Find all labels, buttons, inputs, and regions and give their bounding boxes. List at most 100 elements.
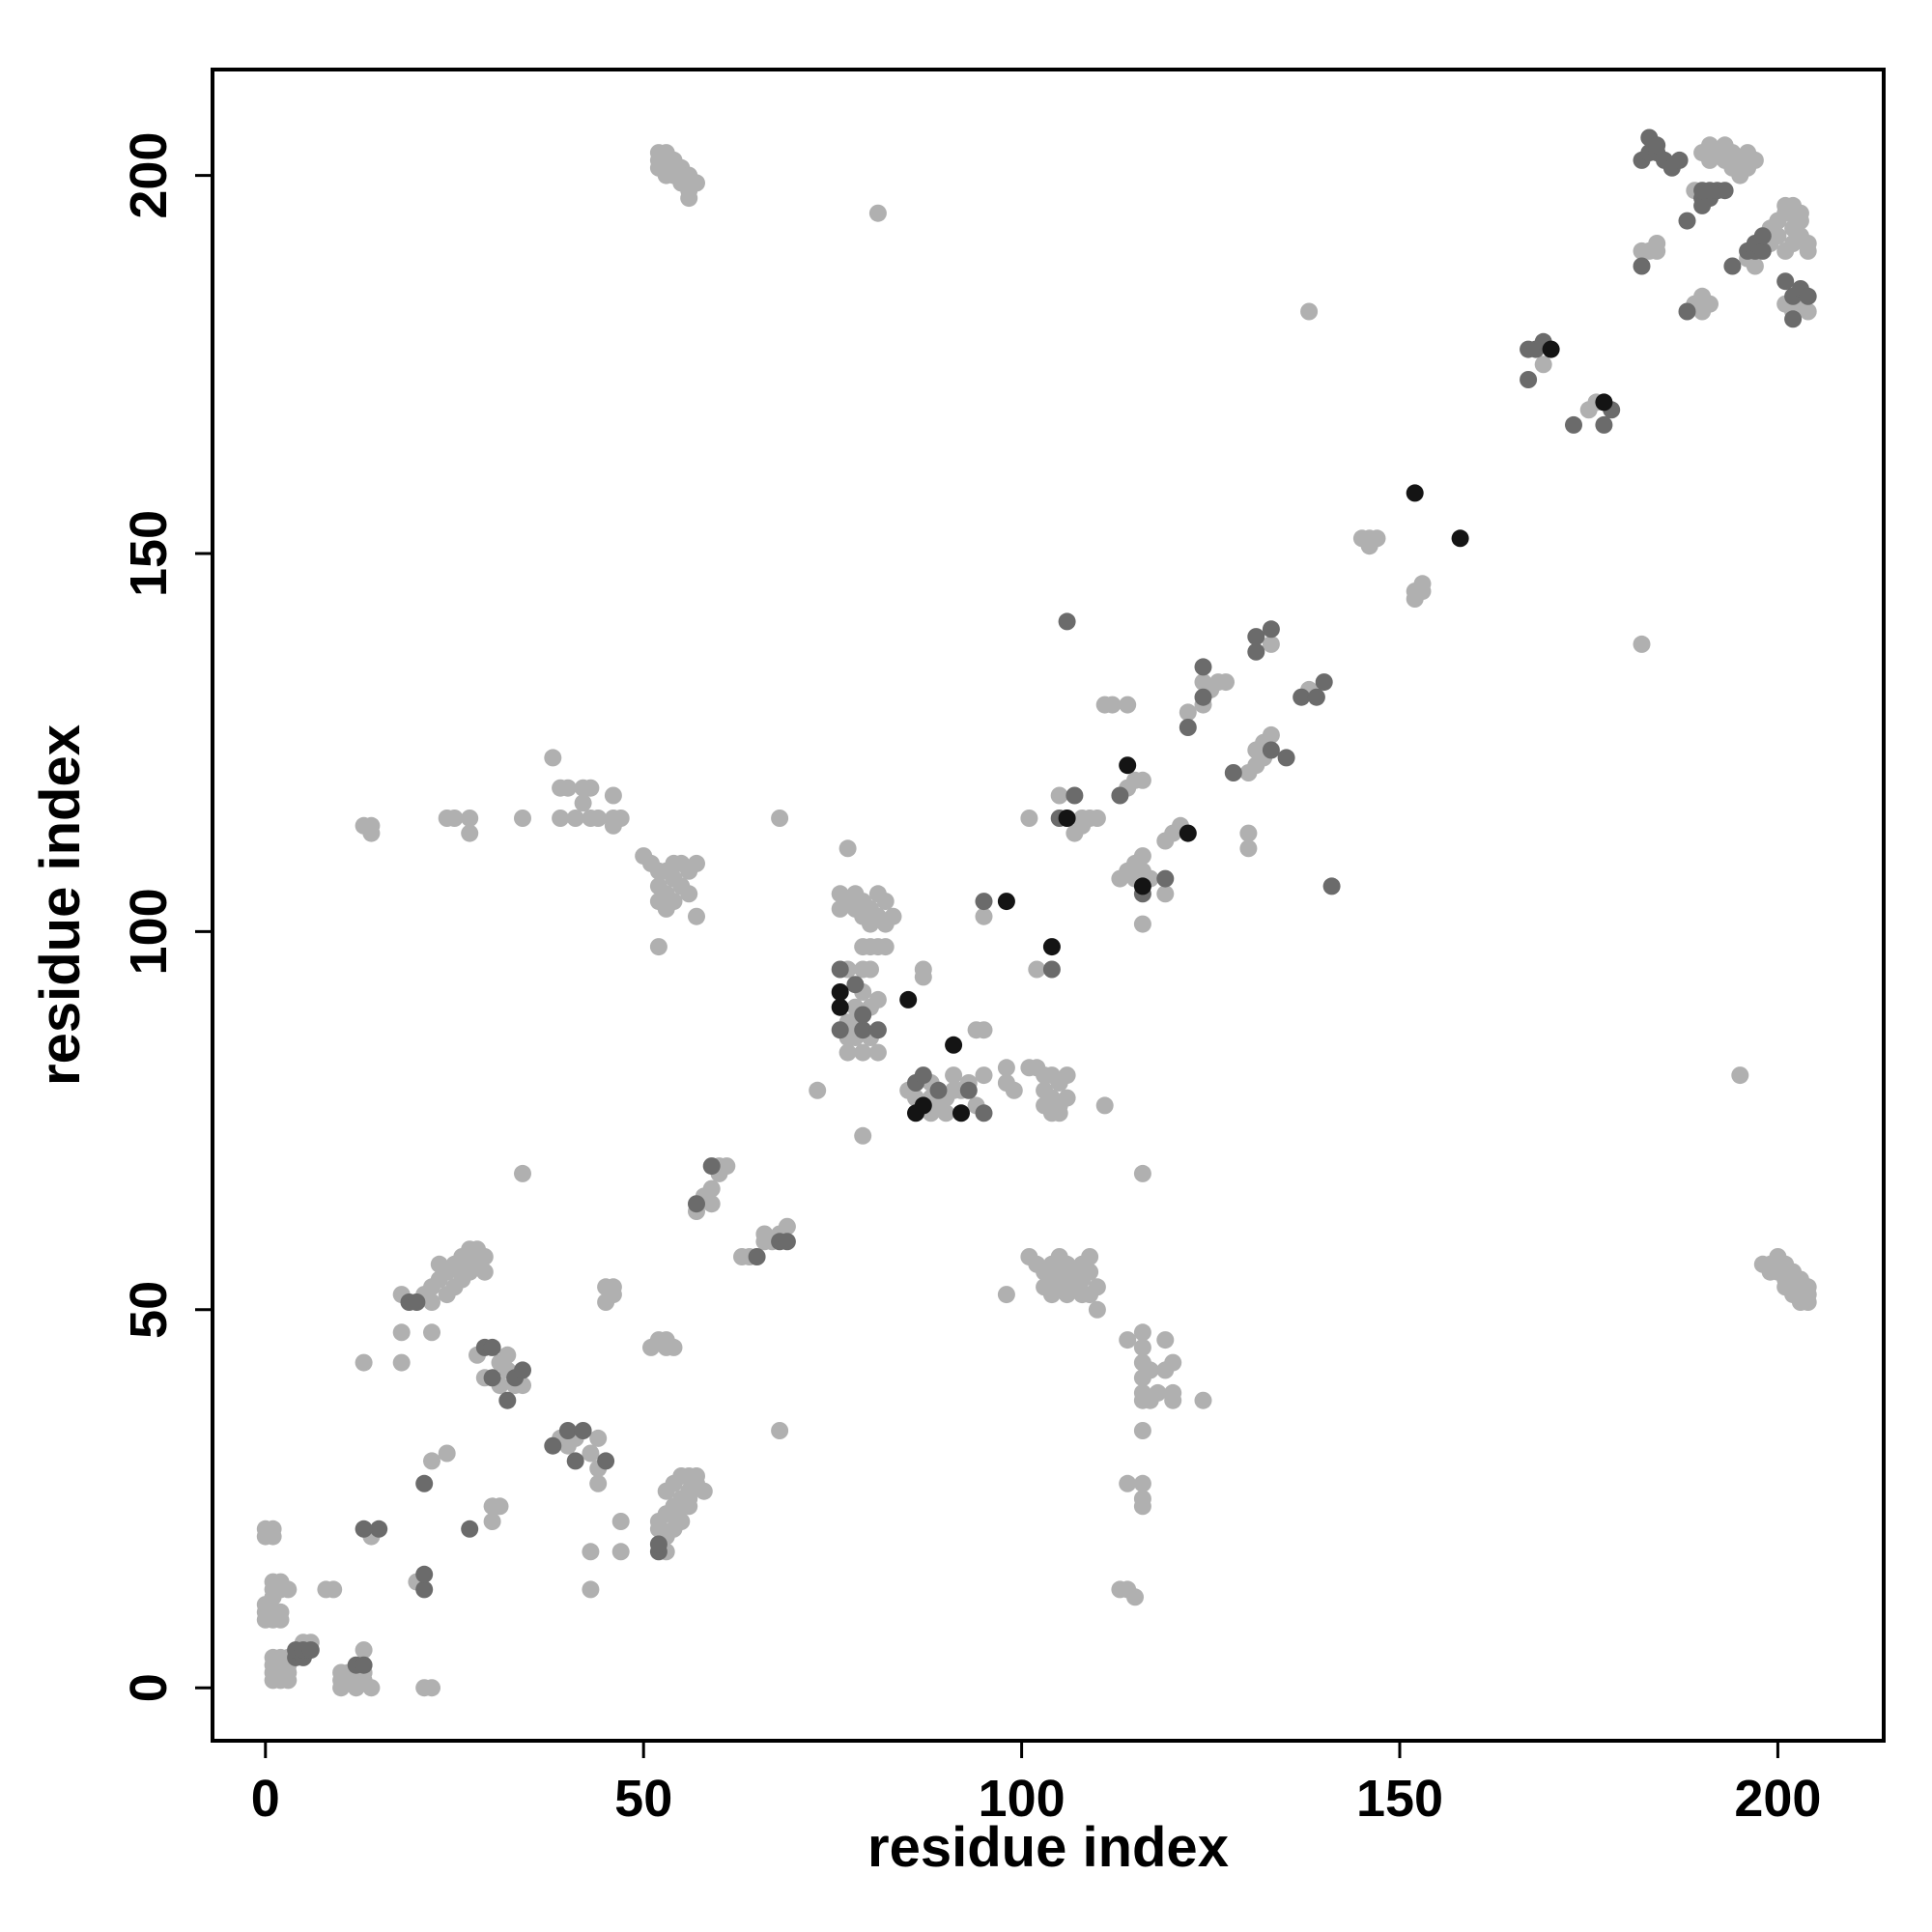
contact-point xyxy=(408,1293,426,1311)
contact-point xyxy=(1262,620,1280,639)
contact-point xyxy=(1088,1278,1106,1296)
contact-point xyxy=(831,983,849,1001)
contact-point xyxy=(1300,302,1319,321)
contact-point xyxy=(1262,725,1280,744)
contact-point xyxy=(1784,310,1803,328)
contact-point xyxy=(566,1452,584,1470)
contact-point xyxy=(552,810,570,827)
contact-point xyxy=(771,1422,789,1439)
contact-point xyxy=(1595,393,1613,412)
contact-point xyxy=(1020,810,1038,827)
contact-point xyxy=(1633,257,1651,275)
contact-point xyxy=(355,1656,373,1674)
contact-point xyxy=(1133,1422,1151,1439)
contact-point xyxy=(649,938,668,956)
contact-point xyxy=(1081,1263,1099,1281)
contact-point xyxy=(362,1679,381,1697)
contact-point xyxy=(868,1021,887,1039)
contact-point xyxy=(1565,415,1582,434)
contact-point xyxy=(702,1157,721,1176)
contact-point xyxy=(649,1520,668,1538)
contact-point xyxy=(1133,1497,1151,1516)
contact-point xyxy=(1164,1391,1182,1409)
contact-point xyxy=(1065,786,1084,805)
contact-point xyxy=(279,1580,298,1599)
contact-point xyxy=(1746,257,1764,275)
contact-point xyxy=(1179,719,1197,736)
contact-point xyxy=(1119,696,1137,714)
contact-point xyxy=(461,810,479,827)
contact-point xyxy=(589,1474,608,1492)
contact-point xyxy=(809,1081,827,1099)
contact-point xyxy=(680,1467,698,1485)
contact-point xyxy=(1799,287,1817,305)
contact-point xyxy=(483,1369,501,1387)
contact-point xyxy=(1595,415,1613,434)
contact-point xyxy=(423,1323,440,1342)
contact-point xyxy=(1028,960,1046,979)
contact-point xyxy=(392,1353,411,1372)
contact-point xyxy=(604,786,622,805)
contact-point xyxy=(1277,749,1295,767)
contact-point xyxy=(952,1104,970,1122)
contact-point xyxy=(566,810,584,827)
contact-point xyxy=(1194,658,1212,676)
contact-point xyxy=(1322,877,1341,895)
contact-point xyxy=(582,1543,600,1561)
contact-point xyxy=(680,189,698,208)
plot-frame xyxy=(211,68,1886,1743)
contact-point xyxy=(1648,235,1666,252)
contact-point xyxy=(975,1021,993,1039)
contact-point xyxy=(1058,1066,1076,1085)
contact-point xyxy=(1633,635,1651,653)
contact-point xyxy=(355,1353,373,1372)
contact-point xyxy=(1103,696,1122,714)
contact-point xyxy=(1156,1331,1175,1350)
contact-point xyxy=(688,907,705,925)
contact-point xyxy=(1111,786,1129,805)
contact-point xyxy=(1769,227,1787,245)
contact-point xyxy=(1119,756,1137,775)
contact-point xyxy=(1164,1353,1182,1372)
contact-point xyxy=(1247,642,1265,661)
contact-point xyxy=(665,1474,683,1492)
contact-point xyxy=(1542,340,1560,358)
contact-point xyxy=(1413,575,1432,593)
contact-point xyxy=(1262,741,1280,759)
contact-point xyxy=(914,1066,932,1085)
contact-point xyxy=(1293,688,1311,706)
contact-point xyxy=(1156,885,1175,903)
contact-point xyxy=(695,1482,713,1500)
contact-point xyxy=(483,1338,501,1356)
y-axis-title: residue index xyxy=(29,724,92,1086)
contact-point xyxy=(914,1096,932,1115)
contact-point xyxy=(1058,1255,1076,1273)
contact-point xyxy=(997,1286,1015,1304)
contact-point xyxy=(1784,204,1803,222)
contact-point xyxy=(445,810,464,827)
contact-point xyxy=(748,1248,766,1265)
contact-point xyxy=(1133,847,1151,866)
contact-point xyxy=(1073,1286,1092,1304)
contact-point xyxy=(1179,824,1197,842)
contact-point xyxy=(854,1126,872,1145)
contact-point xyxy=(846,976,865,994)
contact-point xyxy=(1670,151,1689,169)
contact-point xyxy=(1194,1391,1212,1409)
contact-point xyxy=(854,1006,872,1024)
contact-point xyxy=(589,810,608,827)
contact-point xyxy=(415,1580,434,1599)
contact-point xyxy=(1224,764,1242,781)
contact-point xyxy=(1133,1323,1151,1342)
contact-point xyxy=(929,1081,948,1099)
contact-point xyxy=(423,1679,440,1697)
contact-point xyxy=(589,1429,608,1447)
contact-point xyxy=(1141,1361,1159,1379)
contact-point xyxy=(514,1361,531,1379)
contact-point xyxy=(702,1179,721,1198)
x-axis-title: residue index xyxy=(867,1816,1229,1879)
contact-point xyxy=(461,824,479,842)
contact-point xyxy=(838,1043,857,1062)
contact-point xyxy=(899,990,918,1009)
